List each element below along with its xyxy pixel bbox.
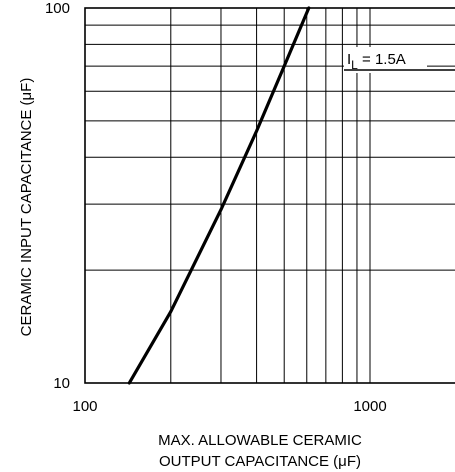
x-tick-label-100: 100 [72,398,97,415]
y-tick-label-100: 100 [45,0,70,17]
series-line-il-1-5a [127,6,311,385]
x-tick-label-1000: 1000 [353,398,386,415]
y-tick-label-10: 10 [53,375,70,392]
annotation-subscript: L [351,58,358,72]
annotation-prefix: I [347,51,351,68]
x-axis-title-line-1: MAX. ALLOWABLE CERAMIC [158,432,362,449]
annotation-label: IL = 1.5A [347,51,406,72]
annotation-suffix: = 1.5A [358,51,406,68]
y-axis-title: CERAMIC INPUT CAPACITANCE (μF) [18,78,35,337]
annotation-background [344,47,427,73]
grid [85,8,455,383]
x-axis-title-line-2: OUTPUT CAPACITANCE (μF) [159,453,361,470]
plot-frame [84,7,455,384]
